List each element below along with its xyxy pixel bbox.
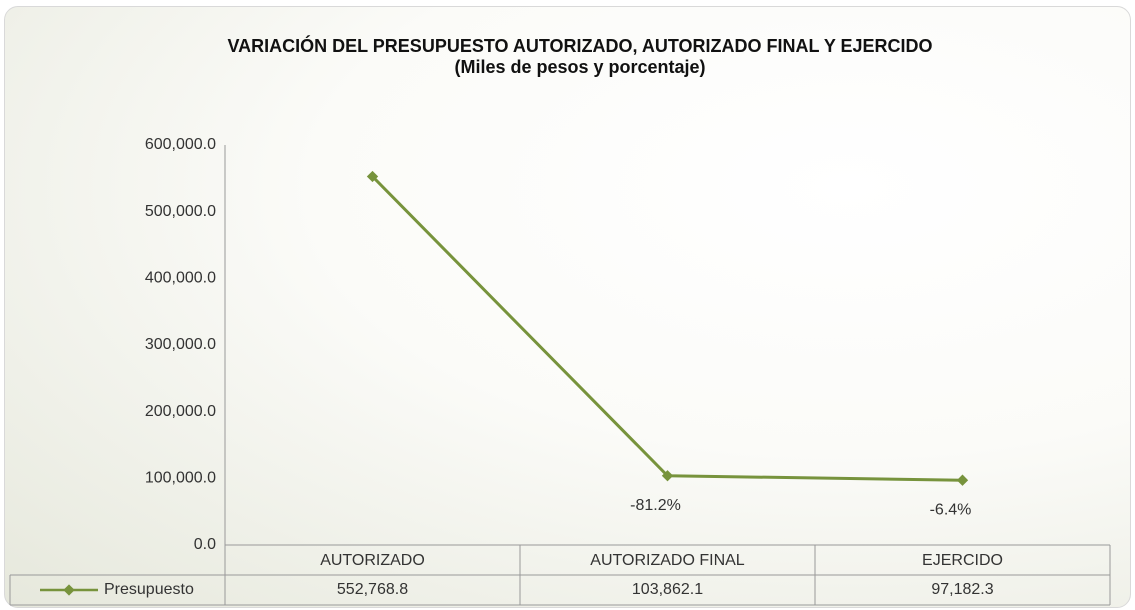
point-marker xyxy=(661,470,674,482)
chart-subtitle: (Miles de pesos y porcentaje) xyxy=(454,57,706,77)
annotation: -81.2% xyxy=(630,497,681,514)
series-line xyxy=(371,175,963,482)
y-tick-label: 100,000.0 xyxy=(145,470,216,487)
legend-label: Presupuesto xyxy=(104,581,194,598)
point-marker xyxy=(956,474,969,486)
y-tick-label: 200,000.0 xyxy=(145,403,216,420)
point-marker xyxy=(366,170,379,183)
x-tick-label: EJERCIDO xyxy=(922,552,1003,569)
chart-title-block: VARIACIÓN DEL PRESUPUESTO AUTORIZADO, AU… xyxy=(160,36,1000,78)
legend-marker xyxy=(63,584,75,596)
y-tick-label: 400,000.0 xyxy=(145,270,216,287)
table-value: 103,862.1 xyxy=(632,581,703,598)
y-tick-label: 600,000.0 xyxy=(145,136,216,153)
x-tick-label: AUTORIZADO FINAL xyxy=(590,552,744,569)
table-value: 97,182.3 xyxy=(931,581,993,598)
y-tick-label: 0.0 xyxy=(194,536,216,553)
y-tick-label: 300,000.0 xyxy=(145,336,216,353)
table-value: 552,768.8 xyxy=(337,581,408,598)
annotation: -6.4% xyxy=(930,501,972,518)
y-tick-label: 500,000.0 xyxy=(145,203,216,220)
x-tick-label: AUTORIZADO xyxy=(320,552,425,569)
chart-title: VARIACIÓN DEL PRESUPUESTO AUTORIZADO, AU… xyxy=(227,36,933,56)
chart-background xyxy=(4,6,1131,608)
